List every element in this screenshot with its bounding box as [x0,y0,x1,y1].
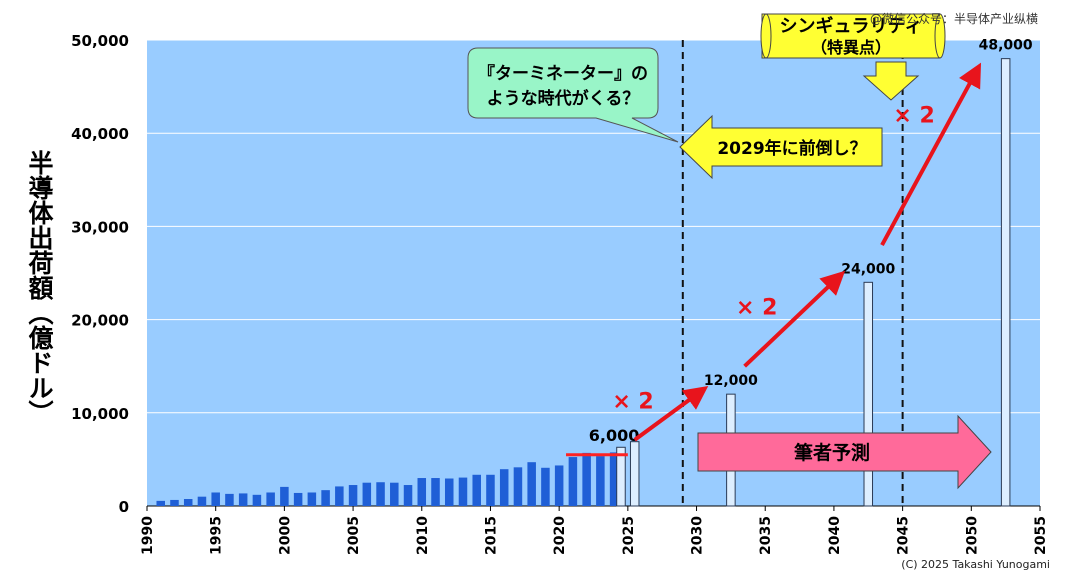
x-tick-label: 2010 [415,516,431,555]
singularity-text-line: シンギュラリティ [780,16,923,37]
actual-bar [486,474,495,506]
x-tick-label: 2015 [483,516,499,555]
actual-bar [431,478,440,506]
actual-bar [238,493,248,506]
y-tick-label: 0 [119,498,129,516]
value-label: 12,000 [704,373,758,389]
forecast-bar [616,446,626,507]
x-tick-label: 2030 [690,516,706,555]
bubble-text-line: ような時代がくる？ [487,88,640,109]
actual-bar [211,492,220,506]
forecast-arrow [697,414,992,490]
y-tick-label: 20,000 [71,312,129,330]
actual-bar [280,486,289,506]
actual-bar [197,496,207,506]
earlier-callout-arrow [679,114,883,180]
watermark: @微信公众号：半导体产业纵横 [869,12,1038,26]
forecast-bar [629,441,640,507]
actual-bar [335,486,344,506]
actual-bar [390,482,399,506]
actual-bar [403,485,413,506]
actual-bar [156,500,165,506]
actual-bar [499,469,509,506]
actual-bar [554,465,564,506]
actual-bar [348,485,358,506]
forecast-bar [863,281,874,507]
y-tick-label: 30,000 [71,218,129,236]
growth-arrow [743,270,846,368]
actual-bar [609,452,619,506]
singularity-text-line: （特異点） [811,38,891,57]
actual-bar [582,452,591,506]
actual-bar [266,492,275,506]
x-tick-label: 1990 [140,516,156,555]
actual-bar [362,482,372,506]
y-tick-label: 10,000 [71,405,129,423]
actual-bar [293,492,303,506]
actual-bar [183,499,193,506]
scroll-end [934,13,946,59]
scroll-end [760,13,772,59]
actual-bar [376,482,385,506]
x-tick-label: 2035 [758,516,774,555]
x-tick-label: 2000 [277,516,293,555]
actual-bar [170,499,179,506]
actual-bar [458,477,468,506]
forecast-text: 筆者予測 [794,441,870,464]
value-label: 48,000 [979,38,1033,54]
speech-bubble [467,47,679,143]
growth-arrow [880,62,982,246]
actual-bar [307,492,317,506]
bubble-text-line: 『ターミネーター』の [478,63,648,84]
actual-bar [541,467,550,506]
actual-bar [225,493,234,506]
x-tick-label: 2005 [346,516,362,555]
value-label: 6,000 [589,426,640,445]
x-tick-label: 1995 [209,516,225,555]
growth-arrow [633,385,709,442]
x-tick-label: 2055 [1033,516,1049,555]
value-label: 24,000 [841,261,895,277]
copyright-credit: (C) 2025 Takashi Yunogami [901,558,1050,571]
x-tick-label: 2040 [827,516,843,555]
actual-bar [252,494,262,506]
x-tick-label: 2050 [964,516,980,555]
actual-bar [472,474,481,506]
forecast-bar [1000,58,1011,507]
actual-bar [513,467,523,506]
actual-bar [321,490,330,506]
growth-label: × 2 [736,296,777,321]
x-tick-label: 2045 [896,516,912,555]
earlier-callout-text: 2029年に前倒し？ [717,138,866,159]
x-tick-label: 2025 [621,516,637,555]
actual-bar [444,478,454,506]
actual-bar [417,478,427,506]
growth-label: × 2 [612,390,653,415]
singularity-down-arrow [862,61,920,101]
x-tick-label: 2020 [552,516,568,555]
actual-bar [527,462,536,506]
y-axis-label: 半導体出荷額（億ドル） [25,150,54,425]
growth-label: × 2 [893,104,934,129]
y-tick-label: 50,000 [71,32,129,50]
actual-bar [596,456,605,506]
y-tick-label: 40,000 [71,125,129,143]
actual-bar [568,457,578,506]
